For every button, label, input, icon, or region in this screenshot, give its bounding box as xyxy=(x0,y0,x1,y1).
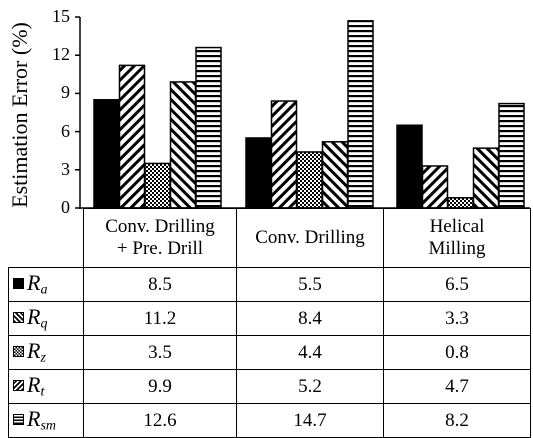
value-cell-rq-2: 3.3 xyxy=(383,301,531,336)
table-row: Ra 8.5 5.5 6.5 xyxy=(8,267,531,302)
value-cell-ra-2: 6.5 xyxy=(383,267,531,302)
series-subscript: sm xyxy=(40,418,57,434)
y-tick-label-12: 12 xyxy=(52,44,70,65)
series-symbol: R xyxy=(27,304,41,330)
legend-swatch-rq xyxy=(13,311,24,323)
legend-swatch-rz xyxy=(13,345,24,357)
category-label-0-line-0: Conv. Drilling xyxy=(105,216,215,237)
value-cell-rt-2: 4.7 xyxy=(383,369,531,404)
bar-rsm-0 xyxy=(195,46,222,209)
value-cell-rsm-1: 14.7 xyxy=(236,403,384,438)
y-tick-label-15: 15 xyxy=(52,6,70,26)
bar-rsm-2 xyxy=(498,102,525,209)
legend-swatch-rsm xyxy=(13,413,24,425)
value-cell-rsm-0: 12.6 xyxy=(83,403,237,438)
y-tick-label-6: 6 xyxy=(61,120,70,141)
series-subscript: q xyxy=(40,316,48,332)
bar-rsm-1 xyxy=(347,20,374,209)
category-label-1: Conv. Drilling xyxy=(236,208,384,268)
series-subscript: a xyxy=(40,282,48,298)
bar-ra-1 xyxy=(245,137,272,209)
legend-swatch-rt xyxy=(13,379,24,391)
series-subscript: t xyxy=(40,384,45,400)
data-table: Conv. Drilling + Pre. Drill Conv. Drillin… xyxy=(8,208,531,438)
row-label-rq: Rq xyxy=(8,301,84,336)
value-cell-rz-0: 3.5 xyxy=(83,335,237,370)
value-cell-rq-0: 11.2 xyxy=(83,301,237,336)
series-symbol: R xyxy=(27,270,41,296)
value-cell-rsm-2: 8.2 xyxy=(383,403,531,438)
value-cell-ra-0: 8.5 xyxy=(83,267,237,302)
table-corner xyxy=(8,208,84,268)
y-tick-label-9: 9 xyxy=(61,82,70,103)
bar-rz-1 xyxy=(296,151,323,209)
bar-rq-0 xyxy=(118,64,146,209)
y-tick-label-3: 3 xyxy=(61,158,70,179)
value-cell-rz-2: 0.8 xyxy=(383,335,531,370)
series-symbol: R xyxy=(27,372,41,398)
row-label-rz: Rz xyxy=(8,335,84,370)
category-label-2-line-1: Milling xyxy=(428,238,486,259)
bar-ra-0 xyxy=(93,99,120,209)
value-cell-rq-1: 8.4 xyxy=(236,301,384,336)
bars-group xyxy=(93,20,525,209)
row-label-rsm: Rsm xyxy=(8,403,84,438)
category-label-2-line-0: Helical xyxy=(429,216,485,237)
y-tick-labels: 0 3 6 9 12 15 xyxy=(28,0,70,220)
category-label-1-line-0: Conv. Drilling xyxy=(255,227,365,248)
bar-rz-2 xyxy=(447,197,474,209)
value-cell-rt-1: 5.2 xyxy=(236,369,384,404)
category-row: Conv. Drilling + Pre. Drill Conv. Drillin… xyxy=(8,208,531,268)
bar-rz-0 xyxy=(144,162,171,209)
bar-rt-1 xyxy=(321,141,349,209)
series-symbol: R xyxy=(27,406,41,432)
bar-ra-2 xyxy=(396,124,423,209)
series-symbol: R xyxy=(27,338,41,364)
category-label-0: Conv. Drilling + Pre. Drill xyxy=(83,208,237,268)
table-row: Rt 9.9 5.2 4.7 xyxy=(8,369,531,404)
category-label-2: Helical Milling xyxy=(383,208,531,268)
category-label-0-line-1: + Pre. Drill xyxy=(116,238,204,259)
table-row: Rz 3.5 4.4 0.8 xyxy=(8,335,531,370)
row-label-ra: Ra xyxy=(8,267,84,302)
bar-rq-1 xyxy=(270,100,298,209)
bar-rt-0 xyxy=(169,81,197,209)
series-subscript: z xyxy=(40,350,46,366)
table-body: Ra 8.5 5.5 6.5 Rq 11.2 8.4 3.3 Rz 3.5 4.4 0.8 Rt 9.9 5… xyxy=(8,267,531,438)
bar-chart xyxy=(75,16,530,209)
table-row: Rq 11.2 8.4 3.3 xyxy=(8,301,531,336)
value-cell-rt-0: 9.9 xyxy=(83,369,237,404)
bar-rt-2 xyxy=(472,147,500,209)
y-tick-marks xyxy=(75,16,80,209)
y-tick-label-0: 0 xyxy=(61,197,70,217)
bar-rq-2 xyxy=(421,165,449,209)
legend-swatch-ra xyxy=(13,277,24,289)
value-cell-rz-1: 4.4 xyxy=(236,335,384,370)
row-label-rt: Rt xyxy=(8,369,84,404)
value-cell-ra-1: 5.5 xyxy=(236,267,384,302)
table-row: Rsm 12.6 14.7 8.2 xyxy=(8,403,531,438)
